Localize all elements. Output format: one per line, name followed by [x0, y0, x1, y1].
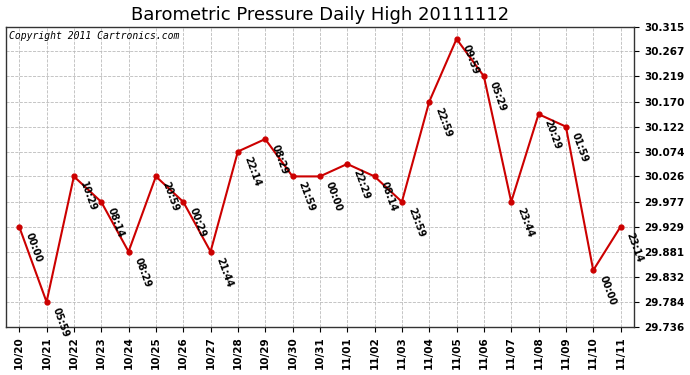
Text: 20:59: 20:59	[160, 181, 180, 213]
Text: 22:59: 22:59	[433, 106, 453, 138]
Text: 00:00: 00:00	[23, 231, 43, 264]
Text: 10:29: 10:29	[78, 181, 98, 213]
Text: 05:59: 05:59	[51, 306, 70, 339]
Text: 08:14: 08:14	[106, 206, 126, 238]
Text: 22:29: 22:29	[351, 168, 371, 201]
Title: Barometric Pressure Daily High 20111112: Barometric Pressure Daily High 20111112	[131, 6, 509, 24]
Text: 21:44: 21:44	[215, 256, 235, 288]
Text: 00:29: 00:29	[188, 206, 208, 238]
Text: 23:14: 23:14	[624, 231, 644, 264]
Text: 00:00: 00:00	[598, 274, 618, 307]
Text: 20:29: 20:29	[543, 118, 563, 151]
Text: Copyright 2011 Cartronics.com: Copyright 2011 Cartronics.com	[9, 31, 179, 41]
Text: 23:44: 23:44	[515, 206, 535, 238]
Text: 08:29: 08:29	[269, 143, 289, 176]
Text: 00:00: 00:00	[324, 181, 344, 213]
Text: 21:59: 21:59	[297, 181, 317, 213]
Text: 01:59: 01:59	[570, 131, 590, 164]
Text: 09:59: 09:59	[461, 43, 481, 76]
Text: 08:14: 08:14	[379, 181, 399, 213]
Text: 05:29: 05:29	[488, 81, 508, 113]
Text: 22:14: 22:14	[242, 156, 262, 188]
Text: 23:59: 23:59	[406, 206, 426, 238]
Text: 08:29: 08:29	[132, 256, 152, 288]
